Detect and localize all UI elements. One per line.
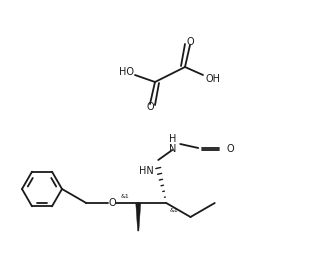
Text: O: O: [186, 37, 194, 47]
Polygon shape: [136, 203, 141, 231]
Text: O: O: [226, 144, 234, 154]
Text: H: H: [169, 134, 176, 144]
Text: OH: OH: [205, 74, 221, 84]
Text: &1: &1: [120, 194, 129, 199]
Text: O: O: [109, 198, 116, 208]
Text: N: N: [169, 144, 176, 154]
Text: O: O: [146, 102, 154, 112]
Text: HO: HO: [120, 67, 134, 77]
Text: &1: &1: [169, 207, 178, 213]
Text: HN: HN: [139, 166, 154, 176]
